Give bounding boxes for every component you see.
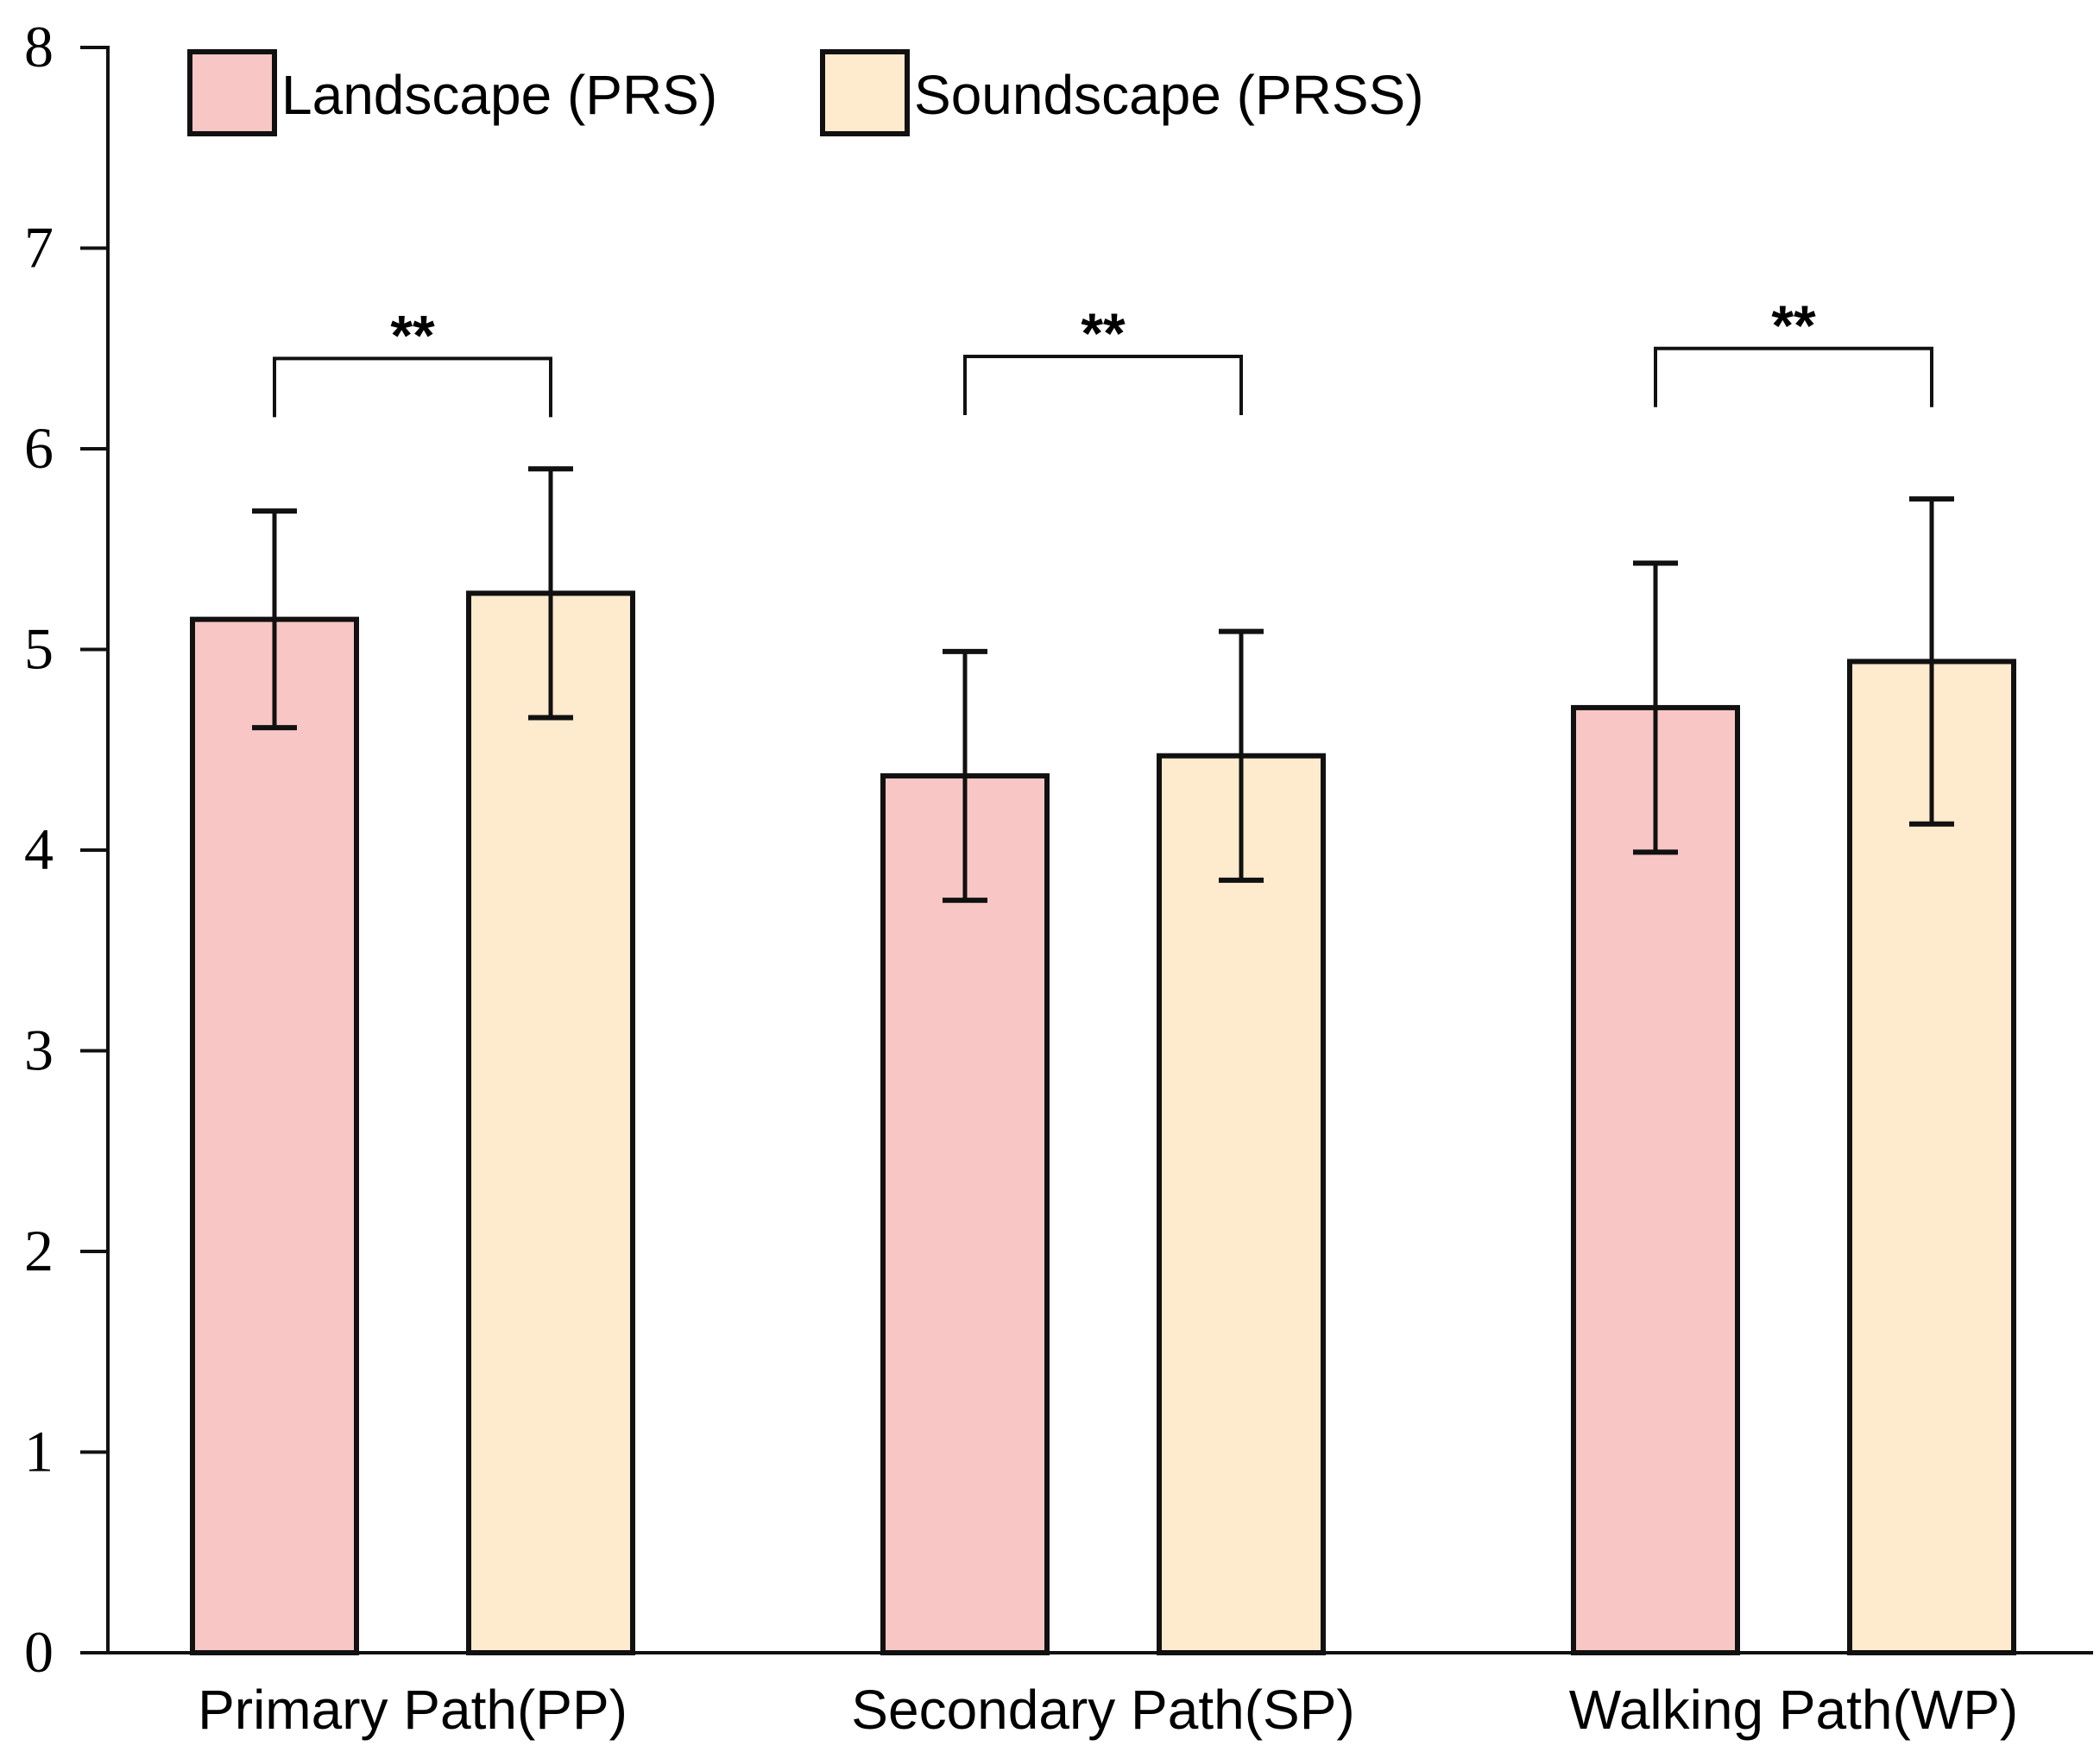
y-tick-label: 1 (24, 1419, 54, 1484)
bar-soundscape-1 (1157, 753, 1326, 1655)
y-tick-label: 4 (24, 816, 54, 882)
x-category-label: Secondary Path(SP) (851, 1679, 1354, 1741)
y-tick-label: 8 (24, 14, 54, 79)
axes: 0 1 2 3 4 5 6 7 8 (24, 14, 2093, 1685)
bar-landscape-1 (880, 772, 1050, 1655)
bars (190, 590, 2016, 1656)
bar-soundscape-2 (1847, 659, 2016, 1656)
x-category-label: Primary Path(PP) (198, 1679, 627, 1741)
significance-label: ** (390, 303, 435, 367)
significance-label: ** (1081, 301, 1126, 365)
significance-bracket (963, 355, 1243, 416)
y-tick-label: 6 (24, 415, 54, 481)
y-tick-label: 0 (24, 1619, 54, 1685)
legend-swatch-landscape (187, 49, 277, 136)
significance-markers: ** ** ** (273, 293, 1933, 418)
bar-landscape-0 (190, 616, 359, 1655)
legend-label-soundscape: Soundscape (PRSS) (914, 64, 1424, 126)
error-bars (252, 466, 1954, 904)
significance-label: ** (1771, 293, 1816, 357)
significance-bracket (1654, 346, 1933, 407)
bar-landscape-2 (1571, 704, 1740, 1655)
bar-soundscape-0 (466, 590, 635, 1655)
legend-swatch-soundscape (820, 49, 910, 136)
x-axis-labels: Primary Path(PP) Secondary Path(SP) Walkin… (198, 1679, 2018, 1741)
y-tick-label: 3 (24, 1018, 54, 1083)
y-tick-label: 5 (24, 616, 54, 682)
legend-label-landscape: Landscape (PRS) (281, 64, 717, 126)
y-tick-label: 2 (24, 1218, 54, 1283)
y-tick-label: 7 (24, 215, 54, 280)
x-category-label: Walking Path(WP) (1569, 1679, 2018, 1741)
significance-bracket (273, 356, 552, 418)
legend: Landscape (PRS) Soundscape (PRSS) (187, 49, 1424, 136)
